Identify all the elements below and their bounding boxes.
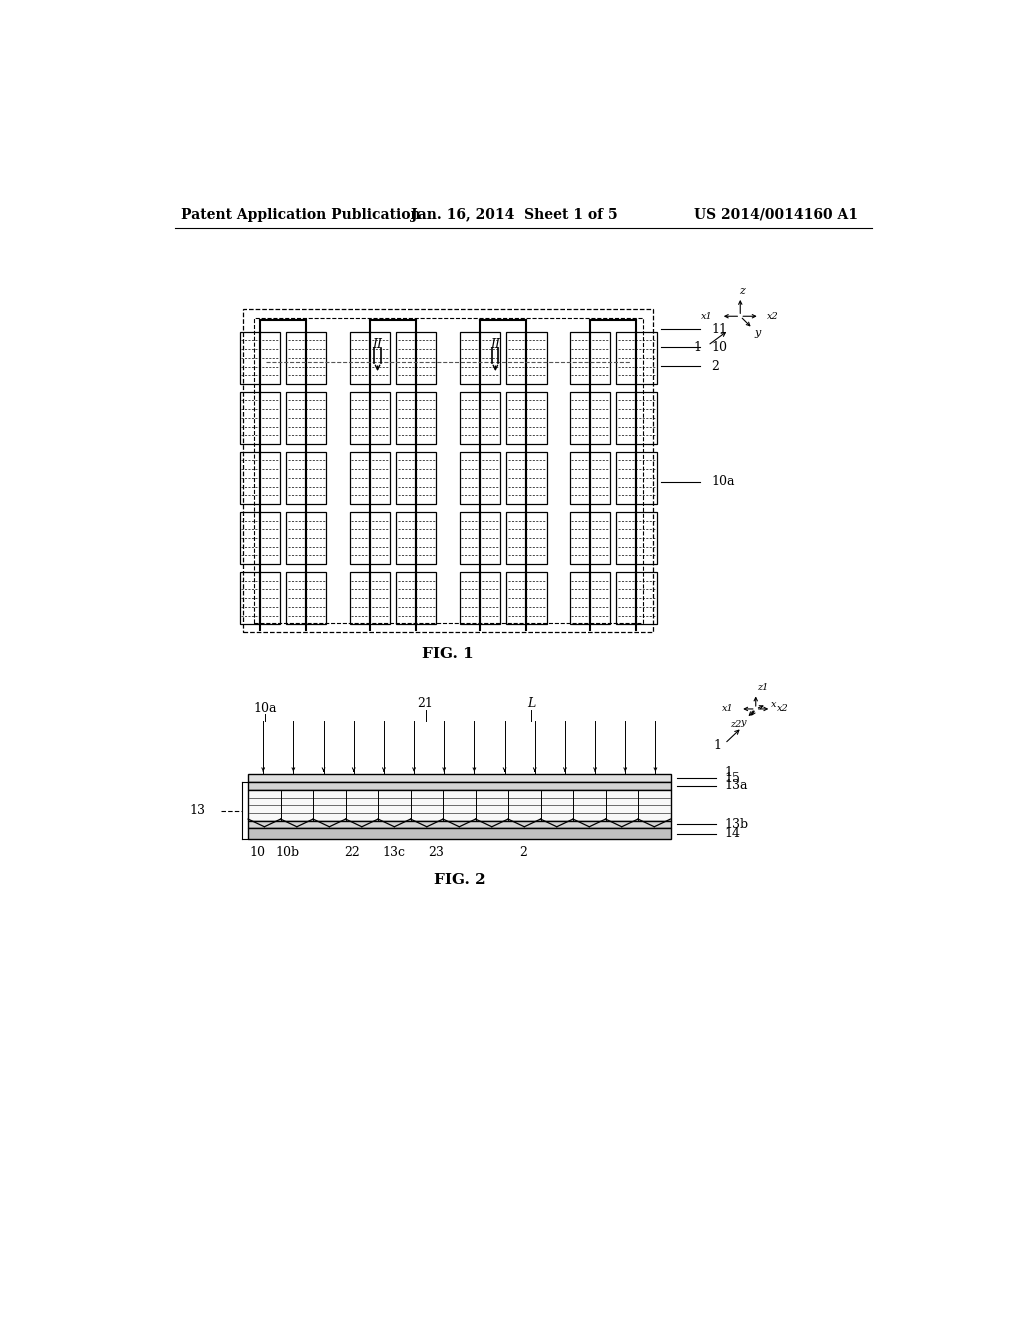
Bar (569, 451, 610, 504)
Text: US 2014/0014160 A1: US 2014/0014160 A1 (693, 207, 858, 222)
Text: 22: 22 (344, 846, 360, 859)
Text: x1: x1 (701, 312, 713, 321)
Bar (396, 392, 436, 444)
Bar (460, 451, 500, 504)
Text: II: II (490, 338, 501, 351)
Bar (506, 512, 547, 564)
Text: 1: 1 (713, 739, 721, 752)
Text: 1: 1 (725, 766, 733, 779)
Text: x2: x2 (767, 312, 779, 321)
Text: y: y (754, 329, 761, 338)
Text: x: x (771, 700, 777, 709)
Bar (248, 781, 671, 789)
Bar (248, 775, 671, 781)
Bar (460, 512, 500, 564)
Bar (460, 392, 500, 444)
Bar (349, 572, 390, 624)
Bar (506, 331, 547, 384)
Bar (506, 451, 547, 504)
Bar (616, 331, 656, 384)
Text: z1: z1 (758, 682, 769, 692)
Bar (248, 789, 671, 821)
Bar (396, 512, 436, 564)
Bar (396, 331, 436, 384)
Bar (569, 331, 610, 384)
Bar (460, 331, 500, 384)
Text: II: II (373, 338, 383, 351)
Bar (506, 572, 547, 624)
Bar (349, 331, 390, 384)
Bar (248, 829, 671, 840)
Text: 13b: 13b (725, 818, 749, 832)
Text: 21: 21 (418, 697, 433, 710)
Bar (243, 309, 653, 632)
Text: 2: 2 (712, 360, 720, 372)
Text: FIG. 2: FIG. 2 (433, 873, 485, 887)
Text: x2: x2 (777, 705, 790, 713)
Text: 1: 1 (693, 341, 701, 354)
Bar (286, 451, 327, 504)
Bar (616, 451, 656, 504)
Bar (616, 572, 656, 624)
Text: 10: 10 (712, 341, 728, 354)
Bar (240, 331, 280, 384)
Bar (286, 392, 327, 444)
Bar (569, 392, 610, 444)
Bar (616, 512, 656, 564)
Bar (396, 451, 436, 504)
Text: 10b: 10b (275, 846, 299, 859)
Bar (286, 331, 327, 384)
Bar (248, 821, 671, 829)
Text: x1: x1 (722, 705, 734, 713)
Text: z2: z2 (730, 719, 741, 729)
Text: 14: 14 (725, 828, 740, 841)
Bar (569, 512, 610, 564)
Bar (240, 392, 280, 444)
Text: L: L (527, 697, 536, 710)
Bar (460, 572, 500, 624)
Text: 23: 23 (429, 846, 444, 859)
Bar (240, 572, 280, 624)
Bar (254, 318, 643, 623)
Text: 15: 15 (725, 772, 740, 785)
Bar (616, 392, 656, 444)
Text: 11: 11 (712, 323, 728, 335)
Bar (349, 392, 390, 444)
Text: 13c: 13c (383, 846, 406, 859)
Bar (240, 512, 280, 564)
Bar (569, 572, 610, 624)
Text: 2: 2 (519, 846, 526, 859)
Bar (396, 572, 436, 624)
Text: 13a: 13a (725, 779, 749, 792)
Text: 10a: 10a (253, 702, 276, 715)
Text: 10: 10 (250, 846, 266, 859)
Bar (349, 512, 390, 564)
Bar (349, 451, 390, 504)
Bar (286, 572, 327, 624)
Text: z: z (739, 286, 744, 296)
Bar (506, 392, 547, 444)
Text: Patent Application Publication: Patent Application Publication (180, 207, 420, 222)
Text: FIG. 1: FIG. 1 (422, 647, 474, 660)
Text: 10a: 10a (712, 475, 735, 488)
Bar (286, 512, 327, 564)
Text: y: y (740, 718, 745, 727)
Text: Jan. 16, 2014  Sheet 1 of 5: Jan. 16, 2014 Sheet 1 of 5 (411, 207, 617, 222)
Bar (240, 451, 280, 504)
Text: 13: 13 (189, 804, 206, 817)
